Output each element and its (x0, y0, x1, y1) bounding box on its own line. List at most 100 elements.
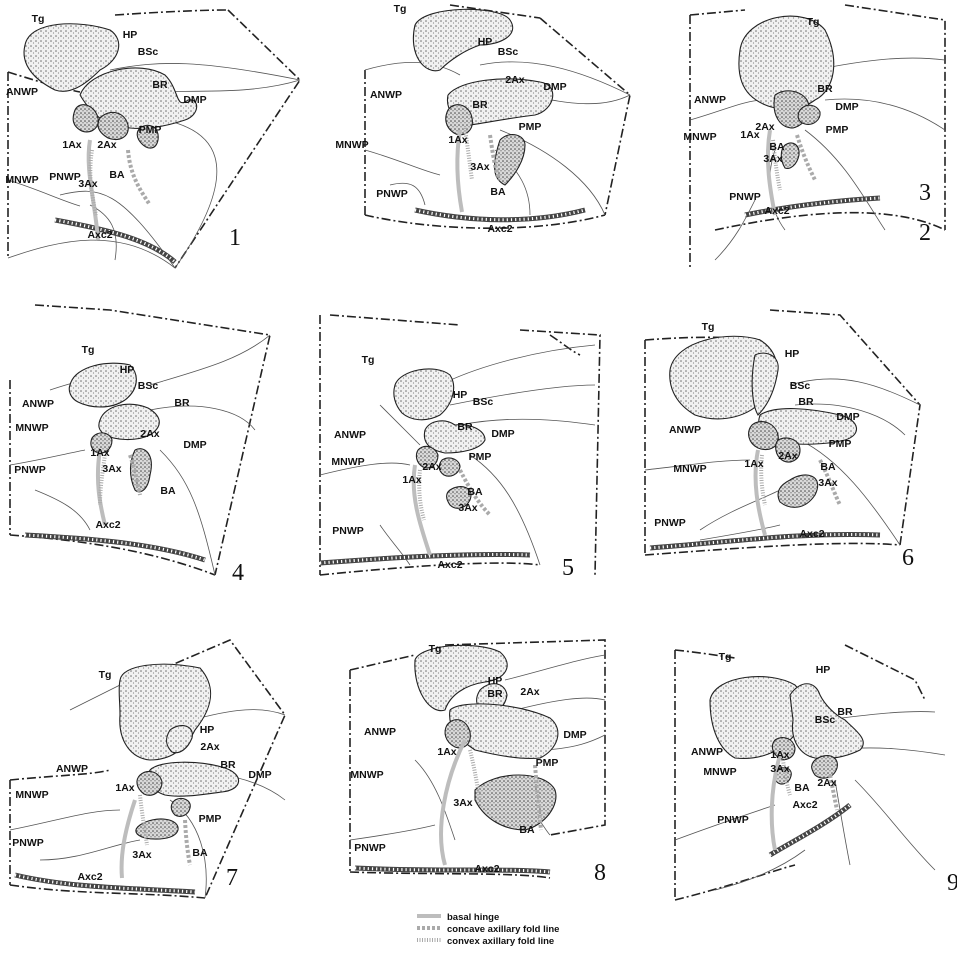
wing-outline (9, 639, 286, 899)
vein-line (644, 459, 751, 471)
concave-fold-line (795, 134, 817, 181)
sclerite (751, 352, 779, 416)
label-dmp: DMP (835, 101, 858, 113)
vein-line (814, 57, 946, 71)
label-2ax: 2Ax (755, 121, 774, 133)
sclerite (170, 797, 191, 817)
label-bsc: BSc (498, 46, 519, 58)
vein-line (799, 439, 901, 546)
label-tg: Tg (82, 344, 95, 356)
label-pnwp: PNWP (729, 191, 761, 203)
sclerite (438, 457, 461, 477)
label-2ax: 2Ax (505, 74, 524, 86)
legend: basal hinge concave axillary fold line c… (417, 912, 559, 947)
convex-fold-line (463, 127, 474, 181)
sclerite (165, 725, 193, 754)
vein-line (69, 684, 121, 711)
label-br: BR (798, 396, 814, 408)
panel-number-3: 3 (919, 180, 931, 206)
label-pnwp: PNWP (354, 842, 386, 854)
label-ba: BA (467, 486, 483, 498)
axillary-cord (319, 551, 531, 566)
sclerite (412, 8, 513, 72)
label-1ax: 1Ax (770, 749, 789, 761)
vein-line (834, 779, 851, 866)
sclerite (445, 104, 473, 136)
label-pnwp: PNWP (376, 188, 408, 200)
label-1ax: 1Ax (448, 134, 467, 146)
sclerite (393, 368, 455, 421)
vein-line (7, 179, 81, 207)
vein-line (7, 239, 176, 269)
panel-number-5: 5 (562, 555, 574, 581)
label-axc2: Axc2 (799, 528, 824, 540)
vein-line (504, 654, 606, 681)
label-tg: Tg (394, 3, 407, 15)
wing-outline (364, 4, 631, 229)
label-dmp: DMP (248, 769, 271, 781)
label-pmp: PMP (826, 124, 849, 136)
basal-hinge-line (753, 449, 767, 536)
basal-hinge-line (439, 739, 467, 866)
label-1ax: 1Ax (62, 139, 81, 151)
label-br: BR (220, 759, 236, 771)
axillary-cord-beads (744, 196, 881, 217)
label-mnwp: MNWP (673, 463, 706, 475)
label-ba: BA (820, 461, 836, 473)
label-ba: BA (794, 782, 810, 794)
axillary-cord-beads (769, 803, 851, 857)
label-bsc: BSc (138, 380, 159, 392)
label-anwp: ANWP (669, 424, 701, 436)
label-axc2: Axc2 (487, 223, 512, 235)
panel-number-1: 1 (229, 225, 241, 251)
vein-line (364, 149, 441, 176)
wing-outline (319, 314, 601, 576)
label-tg: Tg (32, 13, 45, 25)
sclerite (446, 486, 472, 509)
label-anwp: ANWP (22, 398, 54, 410)
vein-line (514, 697, 606, 711)
label-pmp: PMP (829, 438, 852, 450)
concave-fold-line (128, 454, 142, 496)
sclerite (775, 437, 801, 463)
vein-line (824, 98, 946, 131)
panel-number-9: 9 (947, 870, 957, 896)
label-tg: Tg (99, 669, 112, 681)
vein-line (379, 404, 421, 446)
sclerite (780, 142, 800, 169)
label-br: BR (152, 79, 168, 91)
label-tg: Tg (429, 643, 442, 655)
label-bsc: BSc (790, 380, 811, 392)
label-mnwp: MNWP (683, 131, 716, 143)
label-axc2: Axc2 (77, 871, 102, 883)
vein-line (159, 449, 216, 576)
sclerite (748, 421, 779, 451)
vein-line (164, 119, 218, 269)
label-br: BR (457, 421, 473, 433)
label-1ax: 1Ax (744, 458, 763, 470)
vein-line (794, 403, 906, 436)
label-hp: HP (200, 724, 215, 736)
label-axc2: Axc2 (792, 799, 817, 811)
basal-hinge-line (455, 129, 464, 213)
concave-fold-line (458, 469, 492, 517)
vein-line (699, 489, 781, 531)
label-3ax: 3Ax (453, 797, 472, 809)
vein-line (479, 61, 631, 96)
label-ba: BA (769, 141, 785, 153)
label-3ax: 3Ax (470, 161, 489, 173)
axillary-cord-beads (649, 532, 881, 550)
label-3ax: 3Ax (763, 153, 782, 165)
label-pmp: PMP (139, 124, 162, 136)
vein-line (149, 405, 256, 431)
label-mnwp: MNWP (335, 139, 368, 151)
vein-line (34, 489, 91, 531)
axillary-cord (354, 865, 551, 875)
vein-line (319, 462, 411, 476)
axillary-cord (24, 532, 206, 563)
label-tg: Tg (719, 651, 732, 663)
